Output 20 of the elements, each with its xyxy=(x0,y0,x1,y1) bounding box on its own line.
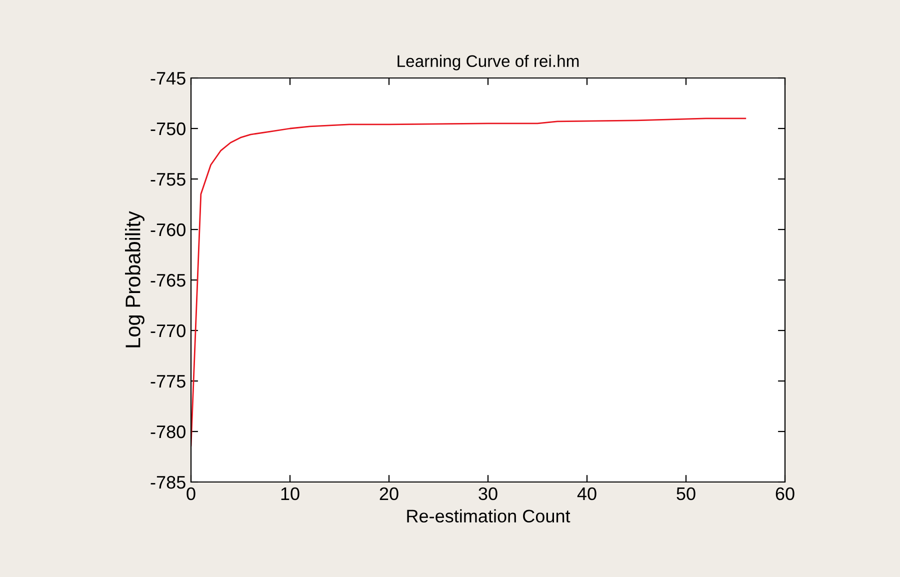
x-tick-label: 40 xyxy=(577,487,596,500)
x-tick-label: 30 xyxy=(478,487,498,500)
x-tick-label: 50 xyxy=(676,487,696,500)
y-tick-label: -785 xyxy=(150,476,186,489)
x-axis-title: Re-estimation Count xyxy=(407,509,570,523)
y-tick-label: -750 xyxy=(150,122,186,136)
x-tick-label: 60 xyxy=(776,487,794,500)
x-tick-label: 0 xyxy=(186,487,196,500)
y-axis-title: Log Probability xyxy=(125,211,144,348)
y-tick-label: -775 xyxy=(150,375,186,388)
x-tick-label: 10 xyxy=(281,487,300,500)
chart-title: Learning Curve of rei.hm xyxy=(398,54,579,70)
y-tick-label: -760 xyxy=(150,223,186,236)
y-tick-label: -755 xyxy=(150,173,186,186)
line-series xyxy=(191,118,746,446)
y-tick-label: -745 xyxy=(150,72,186,85)
x-tick-label: 20 xyxy=(380,487,398,500)
y-tick-label: -780 xyxy=(150,425,186,438)
y-tick-label: -765 xyxy=(150,274,186,287)
y-tick-label: -770 xyxy=(150,324,186,338)
